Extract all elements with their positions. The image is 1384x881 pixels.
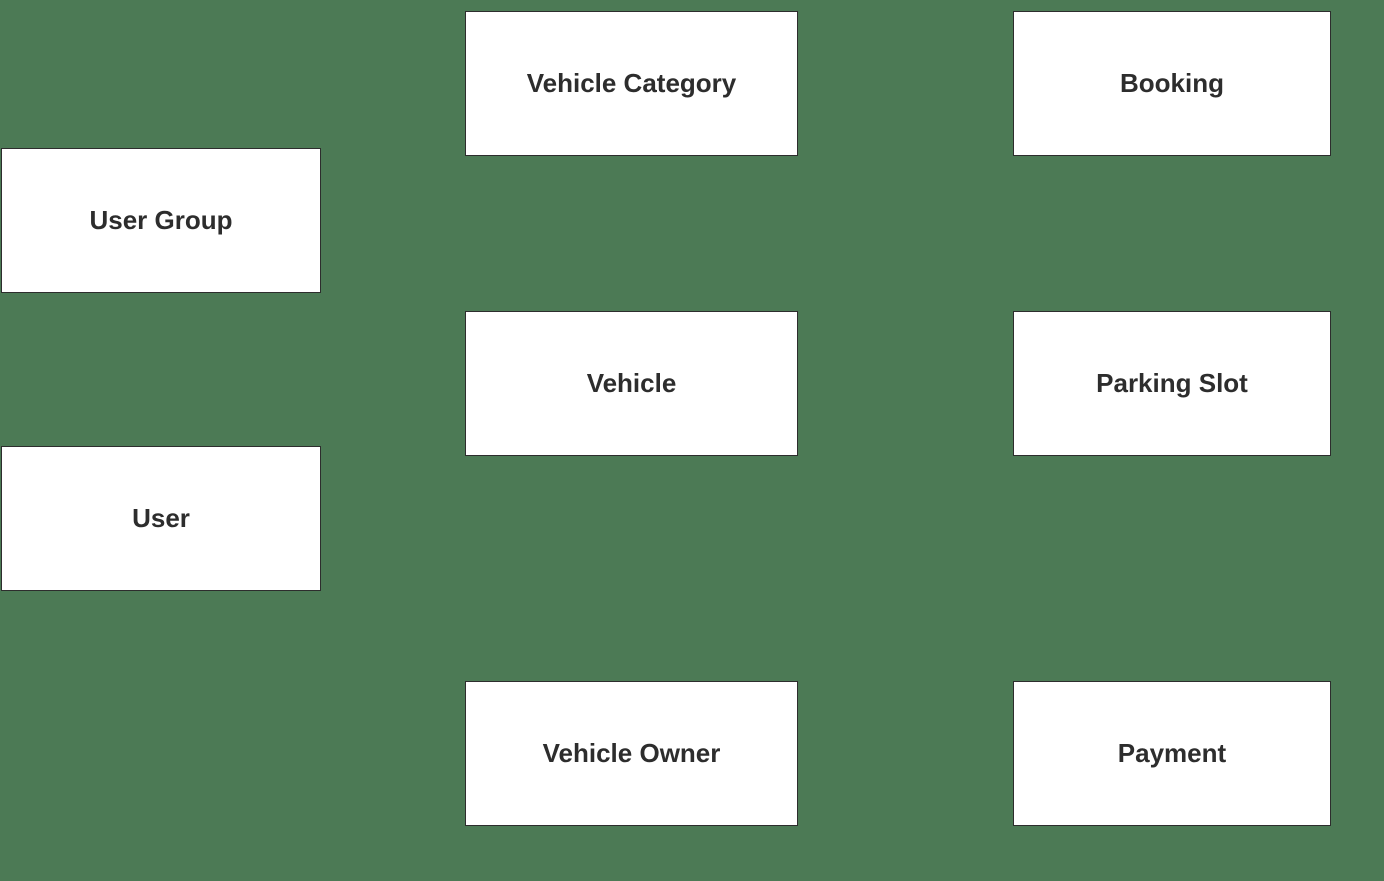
node-user-group: User Group (1, 148, 321, 293)
node-payment: Payment (1013, 681, 1331, 826)
node-label-booking: Booking (1120, 68, 1224, 99)
node-booking: Booking (1013, 11, 1331, 156)
node-vehicle-category: Vehicle Category (465, 11, 798, 156)
node-user: User (1, 446, 321, 591)
node-parking-slot: Parking Slot (1013, 311, 1331, 456)
node-label-vehicle-owner: Vehicle Owner (543, 738, 721, 769)
node-vehicle-owner: Vehicle Owner (465, 681, 798, 826)
node-label-vehicle-category: Vehicle Category (527, 68, 737, 99)
node-label-payment: Payment (1118, 738, 1226, 769)
node-label-parking-slot: Parking Slot (1096, 368, 1248, 399)
diagram-canvas: User Group User Vehicle Category Vehicle Veh… (0, 0, 1384, 881)
node-label-user: User (132, 503, 190, 534)
node-label-user-group: User Group (89, 205, 232, 236)
node-vehicle: Vehicle (465, 311, 798, 456)
node-label-vehicle: Vehicle (587, 368, 677, 399)
